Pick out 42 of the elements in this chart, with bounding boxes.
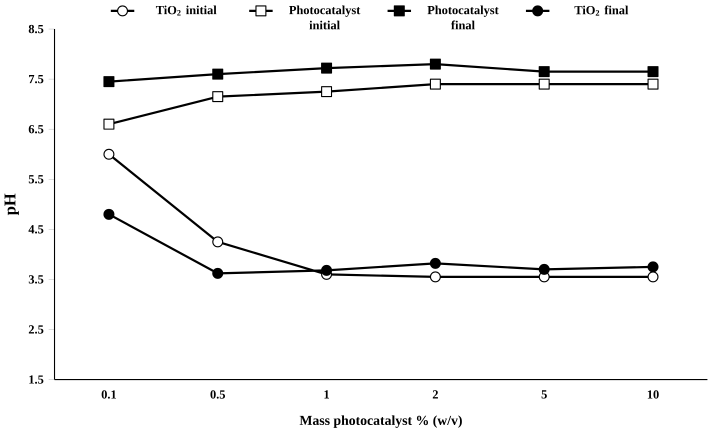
point [538, 78, 550, 90]
legend-label: TiO$_{2}$ initial [156, 5, 217, 16]
y-tick-label: 2.5 [28, 325, 44, 334]
point [538, 264, 550, 275]
y-axis-title: pH [4, 193, 19, 215]
point [103, 148, 114, 160]
x-tick-label: 0.1 [102, 390, 116, 398]
point [648, 78, 659, 90]
point [321, 62, 332, 74]
legend-label: TiO$_{2}$ final [574, 5, 628, 16]
y-tick-label: 4.5 [28, 224, 44, 234]
legend-label: Photocatalyst initial [289, 5, 360, 30]
point [212, 236, 224, 248]
y-tick-label: 3.5 [28, 275, 44, 284]
point [321, 264, 332, 276]
point [538, 66, 550, 77]
y-tick-label: 8.5 [28, 24, 44, 34]
point [648, 66, 659, 77]
point [430, 258, 441, 269]
point [212, 90, 224, 102]
x-tick-label: 1 [324, 390, 330, 398]
point [430, 58, 441, 70]
point [103, 118, 114, 130]
x-tick-label: 10 [648, 390, 659, 398]
x-tick-label: 2 [432, 390, 438, 398]
point [103, 76, 114, 87]
y-tick-label: 1.5 [29, 375, 44, 384]
y-tick-label: 6.5 [28, 124, 44, 134]
point [212, 68, 224, 80]
point [648, 261, 659, 272]
x-tick-label: 0.5 [210, 390, 226, 398]
y-tick-label: 7.5 [29, 74, 44, 84]
point [648, 271, 659, 282]
x-axis-title: Mass photocatalyst % (w/v) [300, 415, 462, 428]
point [103, 208, 114, 220]
point [321, 86, 332, 97]
legend-label: Photocatalyst final [427, 5, 499, 30]
x-tick-label: 5 [542, 390, 547, 398]
point [212, 268, 224, 279]
point [430, 78, 441, 90]
point [430, 271, 441, 282]
y-tick-label: 5.5 [28, 174, 44, 184]
